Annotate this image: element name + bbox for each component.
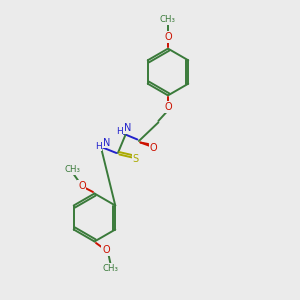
Text: S: S <box>133 154 139 164</box>
Text: O: O <box>102 245 110 255</box>
Text: H: H <box>116 128 123 136</box>
Text: CH₃: CH₃ <box>160 15 176 24</box>
Text: O: O <box>164 32 172 42</box>
Text: N: N <box>124 123 131 134</box>
Text: N: N <box>103 137 110 148</box>
Text: H: H <box>95 142 102 151</box>
Text: O: O <box>149 142 157 153</box>
Text: CH₃: CH₃ <box>65 165 81 174</box>
Text: O: O <box>78 181 86 191</box>
Text: O: O <box>164 102 172 112</box>
Text: CH₃: CH₃ <box>102 264 119 273</box>
